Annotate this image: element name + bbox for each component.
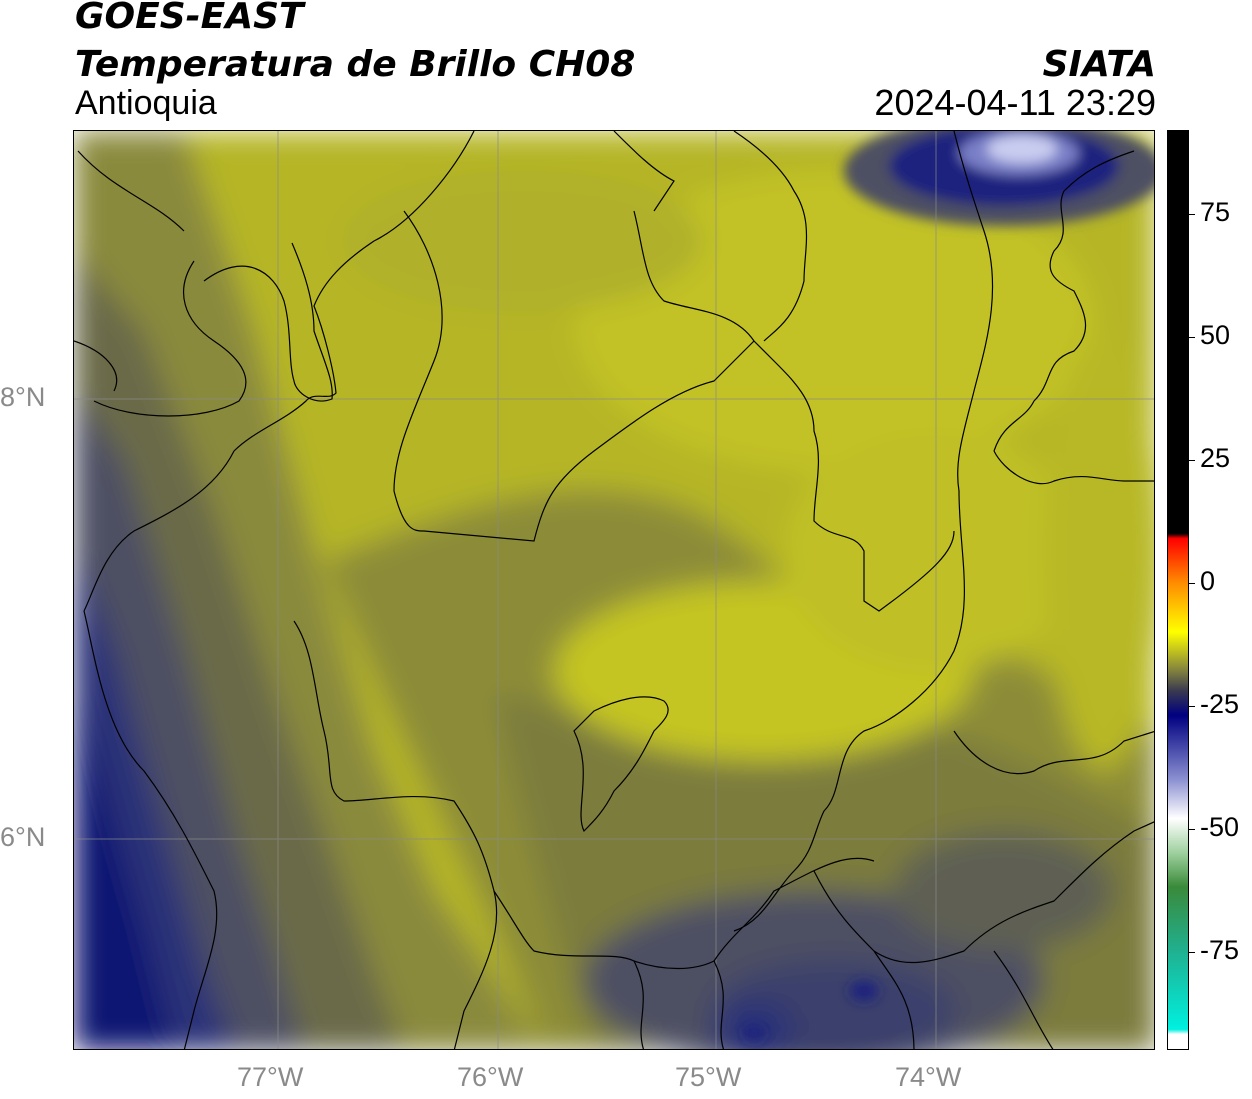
brightness-temperature-map [74,131,1154,1049]
colorbar-tick-label: 0 [1200,565,1216,596]
lon-tick-label: 74°W [895,1062,962,1092]
lon-tick-label: 75°W [675,1062,742,1092]
colorbar-tick [1189,951,1195,954]
colorbar-tick [1189,828,1195,831]
colorbar-tick-label: 50 [1200,319,1231,350]
colorbar-tick [1189,582,1195,585]
colorbar-tick-label: -50 [1200,811,1240,842]
colorbar-tick-label: -75 [1200,934,1240,965]
colorbar-tick-label: 75 [1200,196,1231,227]
satellite-title: GOES-EAST [75,0,304,37]
colorbar-tick [1189,459,1195,462]
product-title: Temperatura de Brillo CH08 [75,44,636,85]
lat-tick-label: 8°N [0,382,46,412]
datetime-label: 2024-04-11 23:29 [874,82,1156,123]
colorbar-tick [1189,213,1195,216]
organization-label: SIATA [1042,44,1156,85]
colorbar-tick-label: -25 [1200,688,1240,719]
region-label: Antioquia [75,84,217,122]
colorbar-tick [1189,705,1195,708]
lon-tick-label: 76°W [457,1062,524,1092]
lat-tick-label: 6°N [0,822,46,852]
colorbar [1167,130,1189,1050]
colorbar-tick [1189,336,1195,339]
colorbar-tick-label: 25 [1200,442,1231,473]
lon-tick-label: 77°W [237,1062,304,1092]
map-panel [73,130,1155,1050]
